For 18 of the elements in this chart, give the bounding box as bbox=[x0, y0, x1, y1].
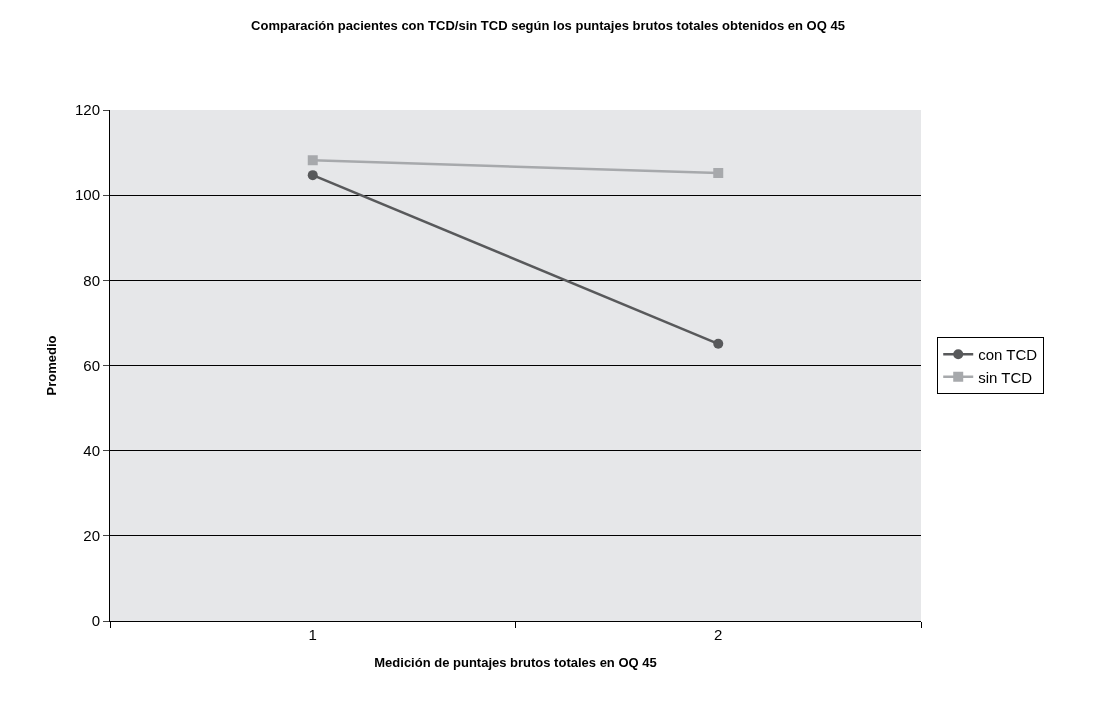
y-tick-label: 0 bbox=[91, 612, 100, 630]
point bbox=[307, 155, 318, 166]
legend-label: con TCD bbox=[978, 346, 1038, 364]
x-tick-label: 2 bbox=[714, 626, 723, 643]
point bbox=[307, 170, 318, 181]
legend-label: sin TCD bbox=[978, 368, 1033, 386]
point bbox=[713, 168, 724, 179]
y-tick-label: 100 bbox=[74, 186, 100, 204]
y-tick-label: 60 bbox=[83, 356, 100, 374]
chart-title: Comparación pacientes con TCD/sin TCD según los puntajes brutos totales obtenidos en OQ 45 bbox=[251, 18, 845, 34]
x-axis-title: Medición de puntajes brutos totales en OQ 45 bbox=[374, 654, 657, 670]
point bbox=[713, 338, 724, 349]
y-tick-label: 120 bbox=[74, 101, 100, 119]
y-tick-label: 40 bbox=[83, 441, 100, 459]
y-axis-title: Promedio bbox=[43, 335, 59, 396]
y-tick-label: 20 bbox=[83, 527, 100, 545]
x-tick-label: 1 bbox=[308, 626, 317, 643]
y-tick-label: 80 bbox=[83, 271, 100, 289]
